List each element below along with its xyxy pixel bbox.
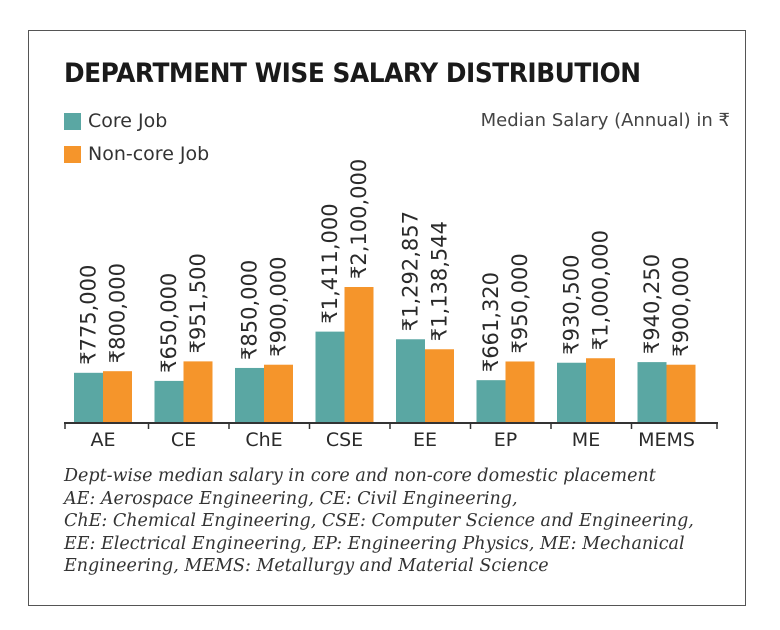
bar-noncore-CSE — [344, 287, 374, 423]
data-label-core-MEMS: ₹940,250 — [640, 254, 664, 354]
data-label-core-CE: ₹650,000 — [157, 273, 181, 373]
data-label-noncore-EP: ₹950,000 — [508, 253, 532, 353]
caption-line: EE: Electrical Engineering, EP: Engineer… — [64, 533, 685, 554]
x-tick-label-EP: EP — [494, 429, 517, 451]
data-label-noncore-MEMS: ₹900,000 — [669, 257, 693, 357]
bar-core-CSE — [315, 331, 345, 423]
bar-core-EP — [476, 380, 506, 423]
data-label-noncore-CE: ₹951,500 — [186, 253, 210, 353]
data-label-core-EP: ₹661,320 — [479, 272, 503, 372]
caption-line: ChE: Chemical Engineering, CSE: Computer… — [64, 511, 694, 531]
legend-core: Core Job — [64, 108, 167, 134]
bar-noncore-EE — [425, 349, 454, 423]
chart-title: DEPARTMENT WISE SALARY DISTRIBUTION — [64, 58, 641, 89]
bar-noncore-MEMS — [666, 364, 696, 423]
bar-core-MEMS — [637, 362, 667, 423]
bar-noncore-EP — [505, 361, 535, 423]
legend-noncore-swatch — [64, 145, 81, 163]
data-label-noncore-ChE: ₹900,000 — [267, 257, 291, 357]
legend-core-swatch — [64, 112, 81, 130]
data-label-noncore-AE: ₹800,000 — [106, 263, 130, 363]
caption-line: Dept-wise median salary in core and non-… — [64, 466, 656, 486]
bar-core-AE — [74, 372, 103, 423]
legend-noncore: Non-core Job — [64, 141, 209, 167]
data-label-core-CSE: ₹1,411,000 — [318, 203, 342, 323]
x-tick-label-AE: AE — [90, 429, 115, 451]
caption-line: Engineering, MEMS: Metallurgy and Materi… — [64, 556, 549, 576]
bar-core-CE — [154, 380, 184, 423]
data-label-noncore-ME: ₹1,000,000 — [589, 230, 613, 350]
caption-line: AE: Aerospace Engineering, CE: Civil Eng… — [64, 488, 518, 509]
data-label-core-EE: ₹1,292,857 — [399, 211, 423, 331]
legend-noncore-label: Non-core Job — [88, 143, 210, 165]
x-tick-label-ChE: ChE — [245, 429, 282, 451]
x-tick-label-CE: CE — [171, 429, 196, 451]
x-tick-label-CSE: CSE — [326, 429, 363, 451]
data-label-noncore-EE: ₹1,138,544 — [428, 221, 452, 341]
x-tick-label-ME: ME — [572, 429, 600, 451]
bar-core-ME — [557, 362, 586, 423]
caption: Dept-wise median salary in core and non-… — [64, 465, 724, 578]
data-label-core-AE: ₹775,000 — [77, 265, 101, 365]
bar-noncore-AE — [103, 371, 132, 423]
legend-core-label: Core Job — [88, 110, 168, 132]
bar-noncore-CE — [183, 361, 213, 423]
data-label-noncore-CSE: ₹2,100,000 — [347, 159, 371, 279]
bar-noncore-ChE — [264, 364, 293, 423]
chart-frame — [28, 30, 746, 606]
data-label-core-ChE: ₹850,000 — [238, 260, 262, 360]
x-tick-label-MEMS: MEMS — [638, 429, 695, 451]
bar-noncore-ME — [586, 358, 615, 423]
data-label-core-ME: ₹930,500 — [560, 255, 584, 355]
x-tick-label-EE: EE — [413, 429, 437, 451]
units-label: Median Salary (Annual) in ₹ — [480, 110, 730, 131]
bar-core-ChE — [235, 367, 264, 423]
bar-core-EE — [396, 339, 425, 423]
